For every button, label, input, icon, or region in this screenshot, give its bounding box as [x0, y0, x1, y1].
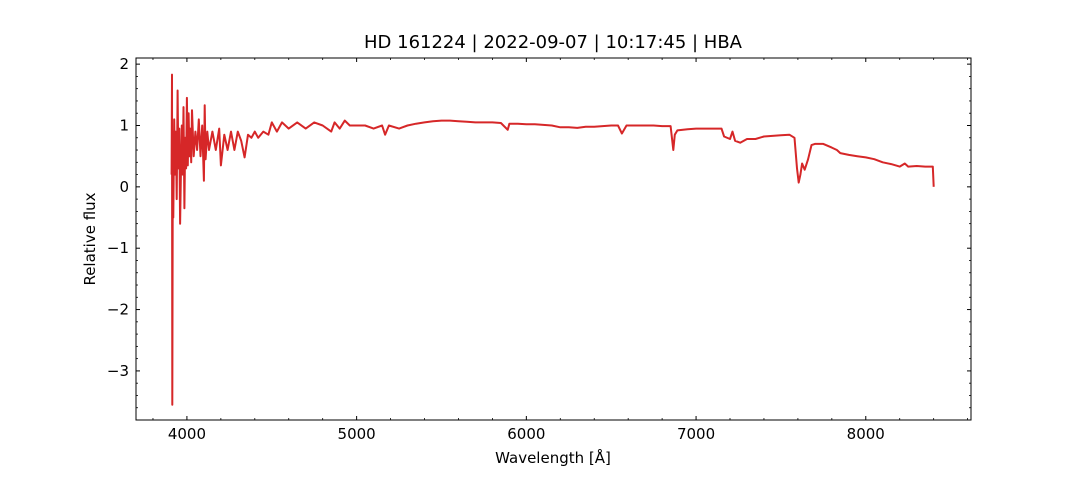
y-tick-label: 1	[119, 116, 129, 134]
spectrum-series-line	[170, 73, 935, 406]
plot-area-frame	[135, 57, 972, 421]
y-axis: −3 −2 −1 0 1 2	[107, 55, 971, 409]
y-tick-label: 0	[119, 178, 129, 196]
x-tick-label: 8000	[847, 425, 885, 443]
y-axis-title: Relative flux	[81, 192, 99, 285]
y-tick-label: 2	[119, 55, 129, 73]
chart-title: HD 161224 | 2022-09-07 | 10:17:45 | HBA	[364, 32, 743, 53]
y-tick-label: −2	[107, 301, 129, 319]
x-axis-title: Wavelength [Å]	[495, 448, 611, 467]
x-axis: 4000 5000 6000 7000 8000	[152, 58, 969, 443]
y-tick-label: −1	[107, 239, 129, 257]
x-tick-label: 4000	[168, 425, 206, 443]
y-tick-label: −3	[107, 362, 129, 380]
x-tick-label: 7000	[677, 425, 715, 443]
x-tick-label: 5000	[338, 425, 376, 443]
x-tick-label: 6000	[507, 425, 545, 443]
